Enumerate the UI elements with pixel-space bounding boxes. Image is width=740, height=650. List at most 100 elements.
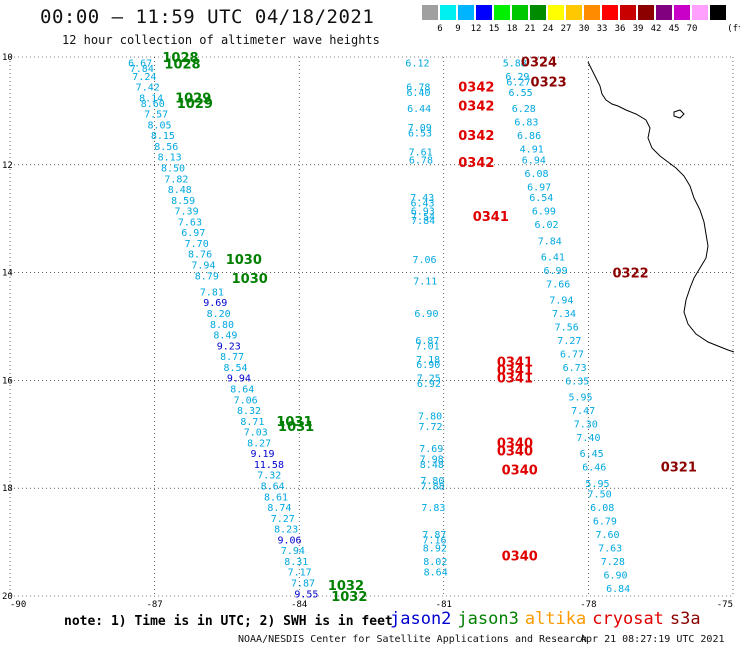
wave-height-value: 8.14 <box>139 93 163 104</box>
wave-height-value: 7.80 <box>420 476 444 487</box>
wave-height-value: 6.35 <box>565 376 589 387</box>
scale-label: 30 <box>578 24 590 34</box>
scale-swatch <box>476 5 492 20</box>
pass-time-label: 0340 <box>502 463 538 478</box>
scale-label: 21 <box>524 24 536 34</box>
wave-height-value: 6.90 <box>414 309 438 320</box>
wave-height-value: 6.54 <box>529 193 553 204</box>
wave-height-value: 7.28 <box>601 557 625 568</box>
pass-time-label: 0342 <box>458 129 494 144</box>
pass-time-label: 0340 <box>497 444 533 459</box>
wave-height-value: 8.23 <box>274 525 298 536</box>
pass-time-label: 0341 <box>497 356 533 371</box>
wave-height-value: 7.88 <box>421 482 445 493</box>
scale-label: 18 <box>506 24 518 34</box>
wave-height-value: 8.60 <box>141 99 165 110</box>
pass-time-label: 1028 <box>162 51 198 66</box>
map-subtitle: 12 hour collection of altimeter wave hei… <box>62 33 380 47</box>
scale-label: 36 <box>614 24 626 34</box>
wave-height-value: 7.32 <box>257 471 281 482</box>
scale-swatch <box>638 5 654 20</box>
wave-height-value: 8.64 <box>261 482 285 493</box>
coastline <box>587 61 735 353</box>
wave-height-value: 7.03 <box>244 428 268 439</box>
scale-label: 24 <box>542 24 554 34</box>
scale-swatch <box>512 5 528 20</box>
map-title: 00:00 – 11:59 UTC 04/18/2021 <box>40 6 375 28</box>
wave-height-value: 7.56 <box>555 323 579 334</box>
lon-tick-label: -90 <box>10 600 26 610</box>
wave-height-value: 7.63 <box>598 543 622 554</box>
wave-height-value: 7.39 <box>175 207 199 218</box>
wave-height-value: 7.84 <box>411 216 435 227</box>
wave-height-value: 6.93 <box>411 207 435 218</box>
wave-height-value: 8.54 <box>223 363 247 374</box>
scale-swatch <box>710 5 726 20</box>
wave-height-value: 7.69 <box>419 444 443 455</box>
wave-height-value: 7.25 <box>417 374 441 385</box>
wave-height-value: 6.92 <box>417 379 441 390</box>
pass-time-label: 0322 <box>613 267 649 282</box>
pass-time-label: 0321 <box>661 461 697 476</box>
generation-timestamp: Apr 21 08:27:19 UTC 2021 <box>580 634 725 645</box>
scale-swatch <box>458 5 474 20</box>
wave-height-value: 7.81 <box>200 287 224 298</box>
pass-time-label: 1029 <box>177 97 213 112</box>
scale-swatch <box>566 5 582 20</box>
wave-height-value: 6.08 <box>524 169 548 180</box>
pass-time-label: 0341 <box>473 210 509 225</box>
wave-height-value: 8.77 <box>220 352 244 363</box>
wave-height-value: 9.06 <box>277 535 301 546</box>
wave-height-value: 7.06 <box>234 395 258 406</box>
wave-height-value: 6.45 <box>580 449 604 460</box>
lon-tick-label: -78 <box>580 600 596 610</box>
scale-swatch <box>674 5 690 20</box>
scale-label: 27 <box>560 24 572 34</box>
scale-label: 45 <box>668 24 680 34</box>
wave-height-value: 7.70 <box>185 239 209 250</box>
scale-swatch <box>440 5 456 20</box>
wave-height-value: 7.82 <box>164 174 188 185</box>
wave-height-value: 7.40 <box>576 433 600 444</box>
wave-height-value: 6.99 <box>544 266 568 277</box>
wave-height-value: 6.97 <box>181 228 205 239</box>
scale-swatch <box>494 5 510 20</box>
wave-height-value: 6.78 <box>409 155 433 166</box>
legend-altika: altika <box>524 609 587 629</box>
scale-label: 39 <box>632 24 644 34</box>
wave-height-value: 8.92 <box>423 543 447 554</box>
scale-swatch <box>620 5 636 20</box>
wave-height-value: 6.40 <box>406 88 430 99</box>
lon-tick-label: -75 <box>717 600 733 610</box>
wave-height-value: 7.43 <box>410 193 434 204</box>
wave-height-value: 8.49 <box>213 331 237 342</box>
pass-time-label: 0324 <box>521 55 557 70</box>
wave-height-value: 8.02 <box>423 557 447 568</box>
wave-height-value: 8.27 <box>247 438 271 449</box>
wave-height-value: 8.64 <box>230 384 254 395</box>
wave-height-value: 6.27 <box>506 77 530 88</box>
wave-height-value: 7.94 <box>281 546 305 557</box>
wave-height-value: 8.56 <box>154 142 178 153</box>
wave-height-value: 6.90 <box>416 360 440 371</box>
wave-height-value: 5.95 <box>568 393 592 404</box>
wave-height-value: 8.05 <box>148 120 172 131</box>
wave-height-value: 5.95 <box>585 479 609 490</box>
wave-height-value: 7.94 <box>549 296 573 307</box>
wave-height-value: 7.09 <box>408 123 432 134</box>
legend-jason2: jason2 <box>390 609 452 629</box>
pass-time-label: 1030 <box>226 253 262 268</box>
pass-time-label: 1028 <box>164 57 200 72</box>
wave-height-value: 7.63 <box>178 217 202 228</box>
wave-height-value: 7.42 <box>136 83 160 94</box>
wave-height-value: 7.83 <box>421 503 445 514</box>
wave-height-value: 7.50 <box>588 490 612 501</box>
wave-height-value: 7.06 <box>412 255 436 266</box>
wave-height-value: 7.94 <box>191 261 215 272</box>
wave-height-value: 6.43 <box>410 199 434 210</box>
lat-tick-label: 14 <box>2 269 13 279</box>
pass-time-label: 1029 <box>175 91 211 106</box>
wave-height-value: 7.60 <box>595 530 619 541</box>
wave-height-value: 6.67 <box>128 58 152 69</box>
scale-swatch <box>530 5 546 20</box>
